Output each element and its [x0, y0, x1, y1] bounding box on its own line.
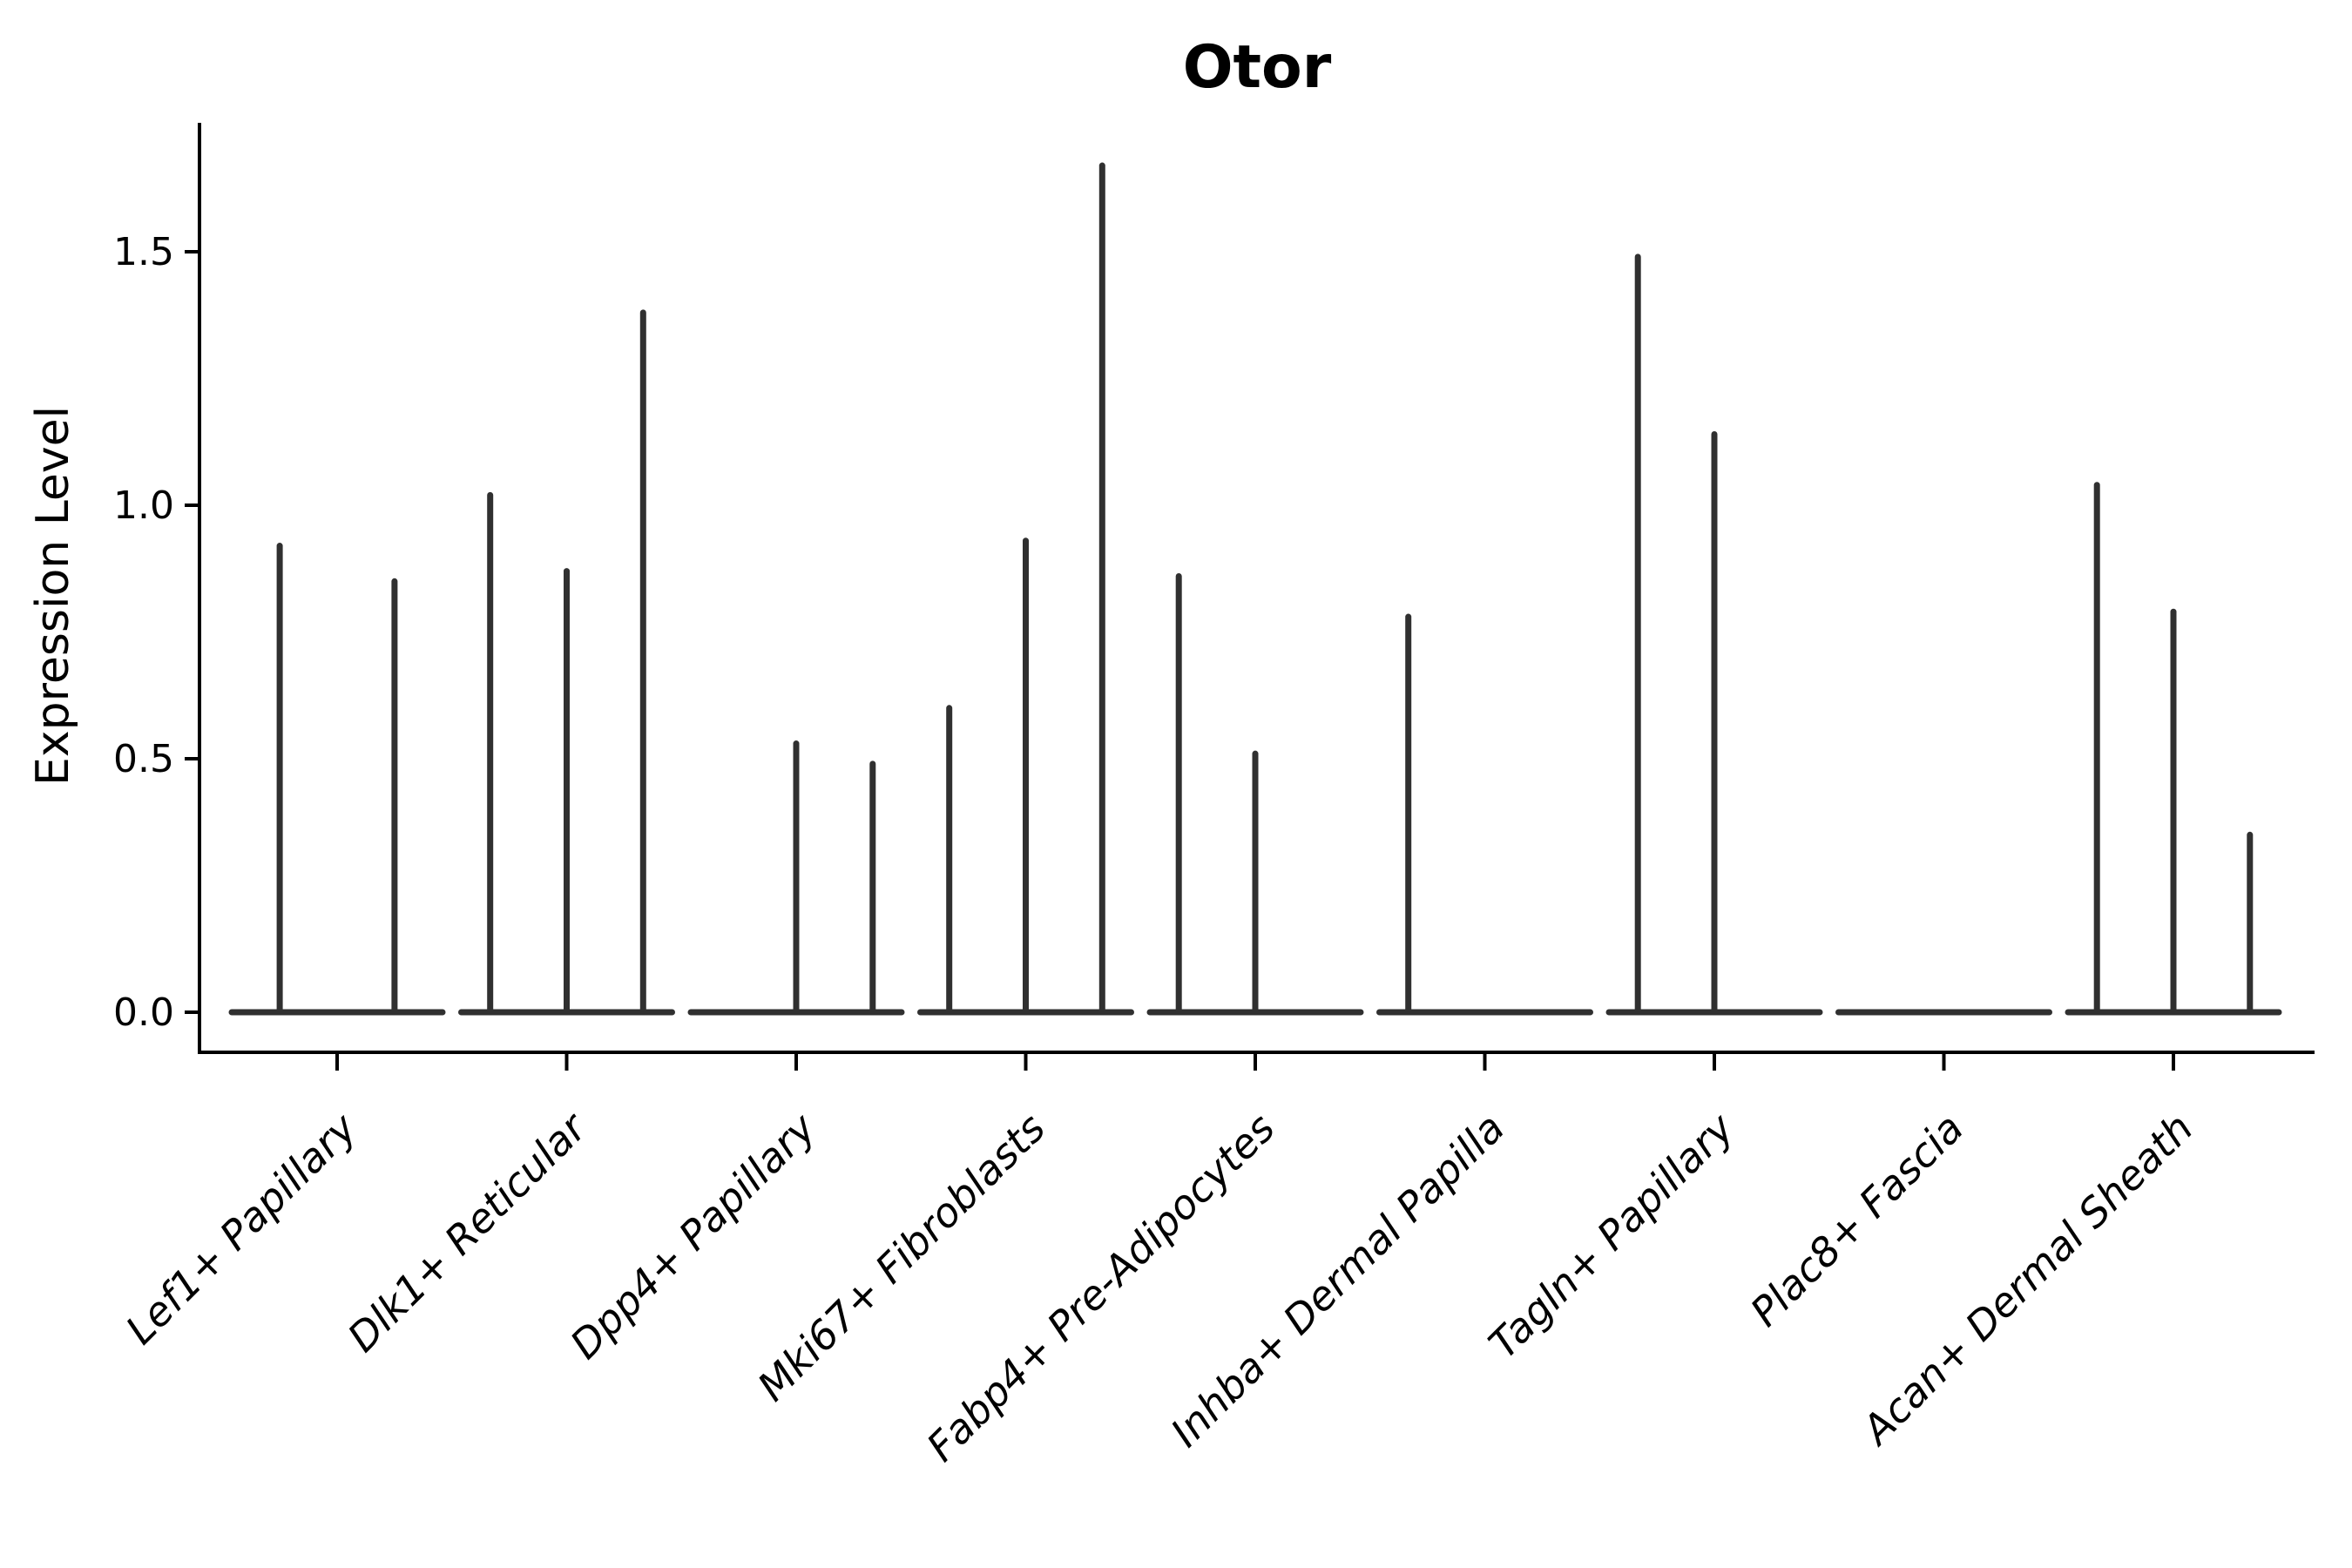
y-axis-label: Expression Level — [27, 406, 79, 786]
x-tick-label: Tagln+ Papillary — [1479, 1104, 1743, 1368]
x-tick-label: Lef1+ Papillary — [117, 1104, 366, 1353]
violin-series — [228, 162, 2282, 1016]
y-tick-label: 0.0 — [113, 990, 174, 1035]
chart-title: Otor — [1183, 33, 1332, 102]
x-tick-label: Plac8+ Fascia — [1741, 1105, 1972, 1335]
y-tick-label: 0.5 — [113, 737, 174, 781]
x-tick-label: Dpp4+ Papillary — [561, 1104, 825, 1368]
y-axis-ticks: 0.0 0.5 1.0 1.5 — [113, 230, 199, 1035]
x-tick-label: Dlk1+ Reticular — [339, 1102, 598, 1361]
y-tick-label: 1.5 — [113, 230, 174, 274]
y-tick-label: 1.0 — [113, 483, 174, 528]
